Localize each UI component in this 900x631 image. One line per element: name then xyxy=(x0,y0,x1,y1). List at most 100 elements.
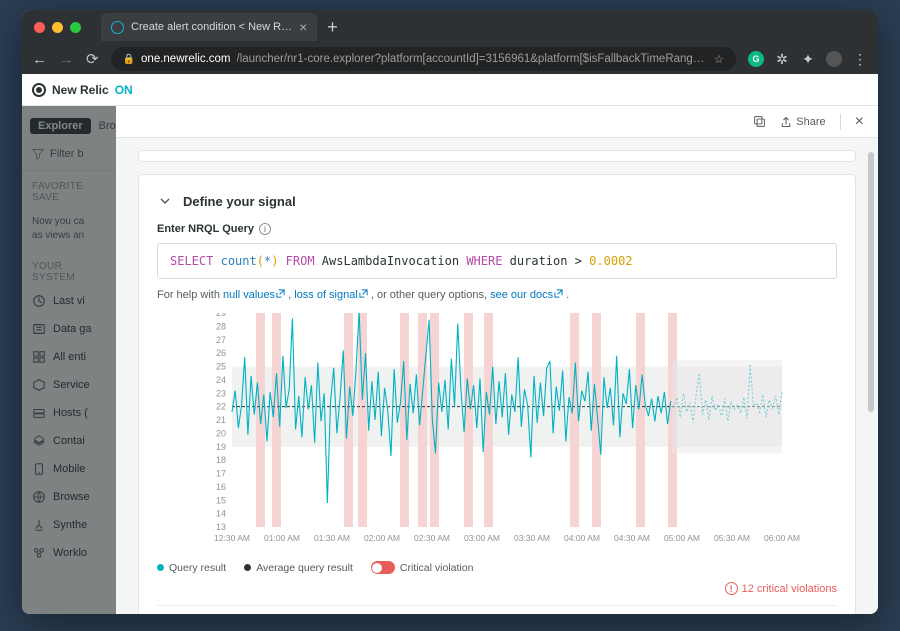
newrelic-logo-icon xyxy=(32,83,46,97)
svg-text:24: 24 xyxy=(216,375,226,385)
token-num: 0.0002 xyxy=(589,254,632,268)
token-rparen: ) xyxy=(271,254,278,268)
warning-icon: ! xyxy=(725,582,738,595)
scrollbar-thumb[interactable] xyxy=(868,152,874,412)
section-header: Define your signal xyxy=(157,193,837,209)
panel-close-button[interactable]: × xyxy=(855,113,864,131)
svg-text:01:00 AM: 01:00 AM xyxy=(264,533,300,543)
svg-text:22: 22 xyxy=(216,402,226,412)
svg-text:04:30 AM: 04:30 AM xyxy=(614,533,650,543)
url-field[interactable]: 🔒 one.newrelic.com /launcher/nr1-core.ex… xyxy=(111,47,736,71)
share-button[interactable]: Share xyxy=(780,116,825,128)
token-lparen: ( xyxy=(257,254,264,268)
svg-text:01:30 AM: 01:30 AM xyxy=(314,533,350,543)
svg-text:19: 19 xyxy=(216,442,226,452)
nrql-query-input[interactable]: SELECT count(*) FROM AwsLambdaInvocation… xyxy=(157,243,837,279)
extension-icons: G ✲ ✦ ⋮ xyxy=(748,51,868,67)
nav-reload-icon[interactable]: ⟳ xyxy=(86,50,99,68)
copy-link-button[interactable] xyxy=(753,115,766,128)
nav-forward-icon[interactable]: → xyxy=(59,51,74,68)
token-select: SELECT xyxy=(170,254,213,268)
window-minimize-button[interactable] xyxy=(52,22,63,33)
external-link-icon xyxy=(276,289,285,298)
svg-text:15: 15 xyxy=(216,495,226,505)
legend-avg[interactable]: Average query result xyxy=(244,562,353,574)
svg-text:14: 14 xyxy=(216,509,226,519)
scrollbar[interactable] xyxy=(868,148,874,606)
help-loss-text: loss of signal xyxy=(294,289,358,301)
extensions-menu-icon[interactable]: ✦ xyxy=(800,51,816,67)
help-loss-link[interactable]: loss of signal xyxy=(294,289,368,301)
window-close-button[interactable] xyxy=(34,22,45,33)
svg-text:28: 28 xyxy=(216,321,226,331)
svg-text:13: 13 xyxy=(216,522,226,532)
bookmark-star-icon[interactable]: ☆ xyxy=(714,52,724,66)
share-label: Share xyxy=(796,116,825,128)
traffic-lights xyxy=(30,22,89,33)
chevron-down-icon xyxy=(159,195,171,207)
logo-suffix: ON xyxy=(115,83,133,97)
svg-text:23: 23 xyxy=(216,388,226,398)
svg-text:21: 21 xyxy=(216,415,226,425)
svg-text:02:00 AM: 02:00 AM xyxy=(364,533,400,543)
legend-crit[interactable]: Critical violation xyxy=(371,561,474,574)
help-sep2: , or other query options, xyxy=(371,289,490,301)
link-icon xyxy=(753,115,766,128)
tab-close-icon[interactable]: × xyxy=(299,19,307,35)
help-prefix: For help with xyxy=(157,289,223,301)
browser-toolbar: ← → ⟳ 🔒 one.newrelic.com /launcher/nr1-c… xyxy=(22,44,878,74)
browser-tab-strip: Create alert condition < New R… × + xyxy=(22,10,878,44)
card-spacer-top xyxy=(138,150,856,162)
token-ident: AwsLambdaInvocation xyxy=(322,254,459,268)
browser-tab[interactable]: Create alert condition < New R… × xyxy=(101,13,317,41)
legend-query[interactable]: Query result xyxy=(157,562,226,574)
browser-window: Create alert condition < New R… × + ← → … xyxy=(22,10,878,614)
svg-text:26: 26 xyxy=(216,348,226,358)
url-domain: one.newrelic.com xyxy=(141,53,230,65)
chart-note: Signal loss violations and filled data g… xyxy=(157,605,837,614)
help-null-text: null values xyxy=(223,289,275,301)
profile-avatar-icon[interactable] xyxy=(826,51,842,67)
svg-text:06:00 AM: 06:00 AM xyxy=(764,533,800,543)
query-label-text: Enter NRQL Query xyxy=(157,223,254,235)
svg-text:18: 18 xyxy=(216,455,226,465)
token-where: WHERE xyxy=(466,254,502,268)
section-toggle[interactable] xyxy=(157,193,173,209)
nav-back-icon[interactable]: ← xyxy=(32,51,47,68)
help-docs-link[interactable]: see our docs xyxy=(490,289,563,301)
url-path: /launcher/nr1-core.explorer?platform[acc… xyxy=(237,53,708,65)
lock-icon: 🔒 xyxy=(123,54,135,65)
svg-text:29: 29 xyxy=(216,313,226,318)
svg-text:20: 20 xyxy=(216,428,226,438)
svg-text:05:30 AM: 05:30 AM xyxy=(714,533,750,543)
extension-icon[interactable]: ✲ xyxy=(774,51,790,67)
external-link-icon xyxy=(359,289,368,298)
chart-svg: 292827262524232221201918171615141312:30 … xyxy=(157,313,837,553)
new-tab-button[interactable]: + xyxy=(317,17,348,38)
chart-legend: Query result Average query result Critic… xyxy=(157,561,837,574)
slideout-panel: Share × Define your signal Enter NRQL Qu… xyxy=(116,106,878,614)
violation-count-text: 12 critical violations xyxy=(742,583,837,595)
violation-summary: ! 12 critical violations xyxy=(157,582,837,595)
chart: 292827262524232221201918171615141312:30 … xyxy=(157,313,837,553)
window-zoom-button[interactable] xyxy=(70,22,81,33)
help-null-link[interactable]: null values xyxy=(223,289,285,301)
violation-count[interactable]: ! 12 critical violations xyxy=(725,582,837,595)
legend-dot-avg xyxy=(244,564,251,571)
tab-title: Create alert condition < New R… xyxy=(131,21,292,33)
help-line: For help with null values , loss of sign… xyxy=(157,289,837,301)
browser-chrome: Create alert condition < New R… × + ← → … xyxy=(22,10,878,74)
external-link-icon xyxy=(554,289,563,298)
token-from: FROM xyxy=(286,254,315,268)
browser-menu-icon[interactable]: ⋮ xyxy=(852,51,868,67)
info-icon[interactable]: i xyxy=(259,223,271,235)
logo-text: New Relic xyxy=(52,83,109,97)
token-op: > xyxy=(575,254,582,268)
token-func: count xyxy=(221,254,257,268)
legend-crit-toggle[interactable] xyxy=(371,561,395,574)
extension-grammarly-icon[interactable]: G xyxy=(748,51,764,67)
svg-text:05:00 AM: 05:00 AM xyxy=(664,533,700,543)
define-signal-card: Define your signal Enter NRQL Query i SE… xyxy=(138,174,856,614)
app-topbar: New Relic ON xyxy=(22,74,878,106)
svg-text:03:30 AM: 03:30 AM xyxy=(514,533,550,543)
